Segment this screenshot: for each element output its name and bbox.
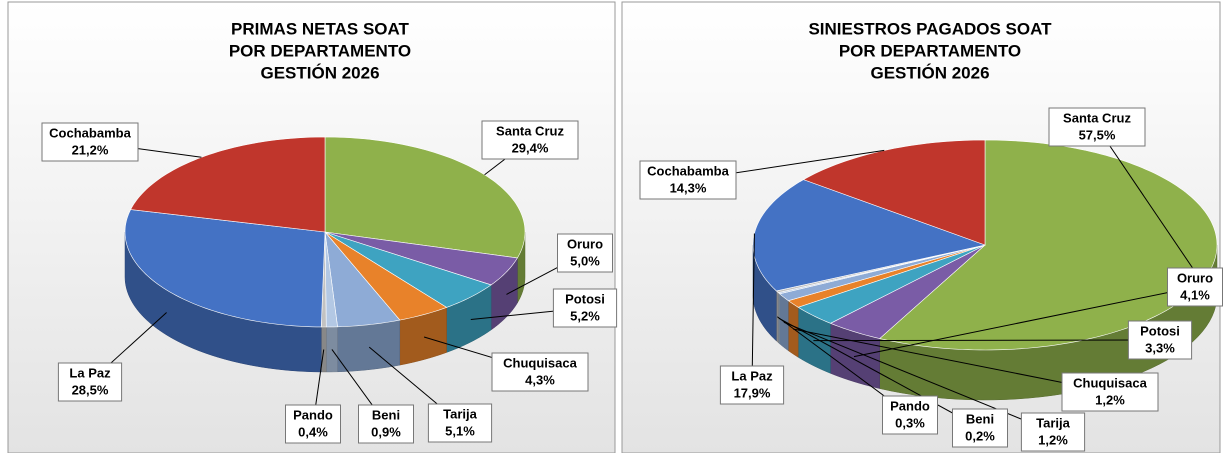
- label-name: Chuquisaca: [503, 355, 577, 370]
- pie-tops: [124, 136, 526, 328]
- label-value: 0,2%: [965, 428, 995, 443]
- leader-line: [783, 321, 1054, 433]
- label-box: [481, 120, 579, 160]
- label-name: Tarija: [443, 406, 477, 421]
- pie-slice: [124, 209, 326, 328]
- label-name: Santa Cruz: [1063, 110, 1131, 125]
- label-value: 4,1%: [1180, 287, 1210, 302]
- pie-slice: [797, 244, 986, 324]
- label-box: [1020, 412, 1086, 452]
- label-box: [882, 395, 938, 435]
- leader-line: [793, 328, 1111, 393]
- chart-title: SINIESTROS PAGADOS SOAT: [808, 19, 1052, 38]
- leader-line: [751, 233, 755, 386]
- label-name: Cochabamba: [647, 163, 729, 178]
- label-name: Beni: [966, 411, 994, 426]
- label-box: [552, 288, 618, 328]
- label-box: [41, 122, 139, 162]
- pie-sides: [752, 244, 1218, 401]
- label-name: Potosi: [1140, 323, 1180, 338]
- label-box: [557, 233, 613, 273]
- chart-title: PRIMAS NETAS SOAT: [231, 19, 409, 38]
- label-box: [719, 365, 785, 405]
- label-value: 1,2%: [1038, 432, 1068, 447]
- label-name: Chuquisaca: [1073, 375, 1147, 390]
- label-box: [427, 403, 493, 443]
- pie-slice: [324, 231, 492, 308]
- label-value: 21,2%: [72, 142, 109, 157]
- label-name: Tarija: [1036, 415, 1070, 430]
- label-name: Cochabamba: [49, 125, 131, 140]
- label-name: Potosi: [565, 291, 605, 306]
- label-name: La Paz: [731, 368, 773, 383]
- pie-slice: [829, 244, 986, 339]
- chart-title: POR DEPARTAMENTO: [839, 41, 1021, 60]
- pie-slice: [324, 231, 518, 286]
- label-value: 1,2%: [1095, 392, 1125, 407]
- label-box: [1167, 267, 1223, 307]
- label-value: 4,3%: [525, 372, 555, 387]
- pie-slice-side: [320, 326, 327, 373]
- label-value: 3,3%: [1145, 340, 1175, 355]
- label-box: [491, 352, 589, 392]
- label-value: 57,5%: [1079, 127, 1116, 142]
- label-box: [285, 404, 341, 444]
- label-value: 29,4%: [512, 140, 549, 155]
- label-box: [639, 160, 737, 200]
- pie-slice: [324, 231, 401, 328]
- labels: Santa Cruz 29,4% Oruro 5,0% Potosi 5,2% Chuqui…: [41, 120, 618, 444]
- label-value: 0,9%: [371, 424, 401, 439]
- pie-slice: [324, 231, 448, 321]
- label-box: [57, 362, 123, 402]
- label-value: 17,9%: [734, 385, 771, 400]
- label-name: Oruro: [1177, 270, 1213, 285]
- label-value: 0,3%: [895, 415, 925, 430]
- label-name: Beni: [372, 407, 400, 422]
- label-box: [1061, 372, 1159, 412]
- label-box: [952, 408, 1008, 448]
- chart-title: GESTIÓN 2026: [870, 63, 989, 82]
- leader-line: [778, 317, 981, 429]
- label-box: [1127, 320, 1193, 360]
- label-value: 0,4%: [298, 424, 328, 439]
- pie-slice-side: [326, 326, 338, 373]
- chart-title: POR DEPARTAMENTO: [229, 41, 411, 60]
- leader-line: [853, 286, 1196, 358]
- label-name: La Paz: [69, 365, 111, 380]
- label-name: Oruro: [567, 236, 603, 251]
- label-value: 5,1%: [445, 423, 475, 438]
- leader-line: [1096, 126, 1212, 295]
- label-name: Pando: [293, 407, 333, 422]
- label-name: Pando: [890, 398, 930, 413]
- label-name: Santa Cruz: [496, 123, 564, 138]
- pie-slice-side: [337, 319, 401, 373]
- pie-tops: [752, 139, 1218, 351]
- label-value: 5,2%: [570, 308, 600, 323]
- label-value: 5,0%: [570, 253, 600, 268]
- label-value: 28,5%: [72, 382, 109, 397]
- chart-title: GESTIÓN 2026: [260, 63, 379, 82]
- label-box: [358, 404, 414, 444]
- label-value: 14,3%: [670, 180, 707, 195]
- labels: Santa Cruz 57,5% Oruro 4,1% Potosi 3,3% Chuqui…: [639, 107, 1223, 452]
- leader-line: [813, 339, 1161, 342]
- label-box: [1048, 107, 1146, 147]
